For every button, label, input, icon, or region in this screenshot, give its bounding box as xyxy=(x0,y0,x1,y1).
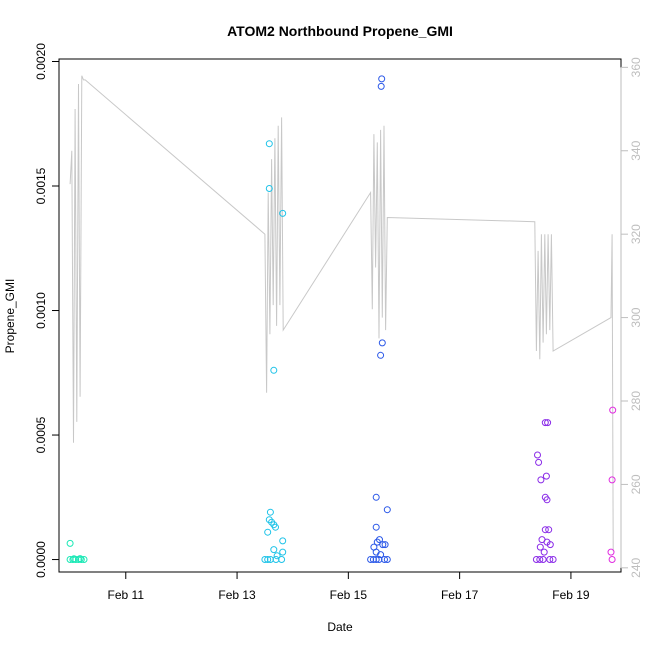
data-point xyxy=(608,556,616,563)
data-point xyxy=(383,506,391,514)
data-point xyxy=(546,556,554,563)
data-point xyxy=(381,541,389,549)
data-point xyxy=(377,351,385,359)
data-point xyxy=(264,556,272,563)
y-tick-label: 0.0020 xyxy=(34,43,48,80)
data-point xyxy=(279,537,287,545)
data-point xyxy=(270,366,278,374)
secondary-y-tick-label: 340 xyxy=(629,140,643,160)
x-tick-label: Feb 19 xyxy=(552,588,590,602)
y-axis: 0.0000 0.0005 0.0010 0.0015 0.0020 xyxy=(34,43,59,578)
data-point xyxy=(544,419,552,427)
data-point xyxy=(77,556,85,563)
data-point xyxy=(372,523,380,531)
secondary-y-tick-label: 320 xyxy=(629,224,643,244)
data-point xyxy=(609,406,617,414)
y-tick-label: 0.0005 xyxy=(34,416,48,453)
data-point xyxy=(265,140,273,148)
x-tick-label: Feb 11 xyxy=(108,588,145,602)
data-point xyxy=(549,556,557,563)
data-points xyxy=(66,75,617,563)
data-point xyxy=(266,508,274,516)
secondary-y-tick-label: 300 xyxy=(629,307,643,327)
x-axis-label: Date xyxy=(327,620,353,634)
y-tick-label: 0.0015 xyxy=(34,167,48,204)
data-point xyxy=(66,539,74,547)
plot-area xyxy=(58,58,622,573)
data-point xyxy=(265,185,273,192)
data-point xyxy=(532,556,540,563)
data-point xyxy=(541,419,549,427)
data-point xyxy=(379,541,387,549)
data-point xyxy=(80,556,88,563)
secondary-y-tick-label: 280 xyxy=(629,391,643,411)
secondary-y-tick-label: 360 xyxy=(629,57,643,77)
data-point xyxy=(273,552,281,560)
data-point xyxy=(537,476,545,484)
data-point xyxy=(541,526,549,534)
data-point xyxy=(535,458,543,466)
data-point xyxy=(540,548,548,556)
data-point xyxy=(278,556,286,563)
data-point xyxy=(536,556,544,563)
data-point xyxy=(373,538,381,546)
data-point xyxy=(536,543,544,551)
x-axis: Feb 11 Feb 13 Feb 15 Feb 17 Feb 19 xyxy=(108,572,590,602)
data-point xyxy=(542,472,550,480)
secondary-y-tick-label: 260 xyxy=(629,474,643,494)
data-point xyxy=(539,556,547,563)
data-point xyxy=(543,496,551,504)
x-tick-label: Feb 17 xyxy=(441,588,479,602)
data-point xyxy=(534,451,541,459)
y-tick-label: 0.0010 xyxy=(34,292,48,329)
data-point xyxy=(545,526,553,534)
altitude-trace xyxy=(69,75,614,552)
data-point xyxy=(378,339,386,347)
chart-title: ATOM2 Northbound Propene_GMI xyxy=(227,23,453,39)
data-point xyxy=(279,209,287,217)
data-point xyxy=(272,523,279,531)
secondary-y-tick-label: 240 xyxy=(629,557,643,577)
x-tick-label: Feb 13 xyxy=(218,588,256,602)
data-point xyxy=(372,556,380,563)
data-point xyxy=(279,548,287,556)
x-tick-label: Feb 15 xyxy=(330,588,368,602)
altitude-trace-line xyxy=(69,75,614,552)
data-point xyxy=(264,528,272,536)
secondary-y-axis: 240 260 280 300 320 340 360 xyxy=(620,57,643,578)
data-point xyxy=(383,556,391,563)
data-point xyxy=(378,75,386,83)
data-point xyxy=(607,548,615,556)
data-point xyxy=(608,476,616,484)
y-axis-label: Propene_GMI xyxy=(3,279,17,354)
data-point xyxy=(270,546,278,554)
y-tick-label: 0.0000 xyxy=(34,541,48,578)
data-point xyxy=(381,556,388,563)
data-point xyxy=(377,82,385,90)
data-point xyxy=(377,551,385,559)
data-point xyxy=(76,555,84,563)
data-point xyxy=(546,541,554,549)
data-point xyxy=(372,493,380,501)
